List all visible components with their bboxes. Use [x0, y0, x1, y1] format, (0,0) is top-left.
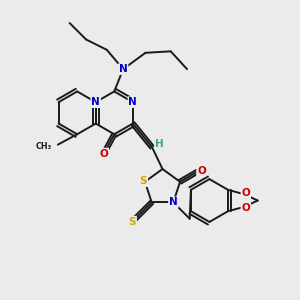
Text: CH₃: CH₃ [35, 142, 51, 151]
Text: O: O [242, 188, 250, 198]
Text: H: H [155, 139, 164, 149]
Text: N: N [128, 97, 137, 107]
Text: O: O [100, 148, 108, 159]
Text: S: S [140, 176, 147, 186]
Text: O: O [242, 203, 250, 213]
Text: N: N [91, 97, 100, 107]
Text: O: O [197, 166, 206, 176]
Text: S: S [129, 217, 136, 227]
Text: N: N [169, 197, 178, 207]
Text: N: N [119, 64, 128, 74]
